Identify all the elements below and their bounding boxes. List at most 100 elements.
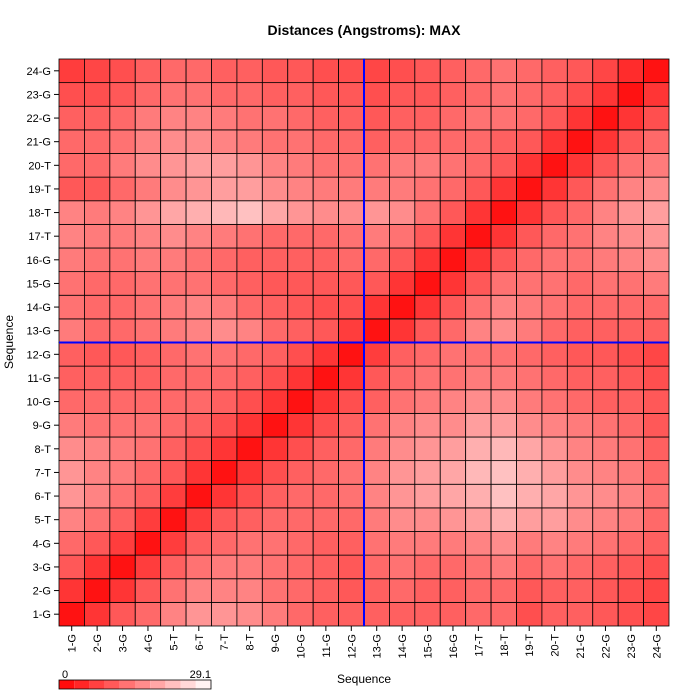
cell-2-G-5-T xyxy=(160,578,187,603)
cell-3-G-2-G xyxy=(84,554,111,580)
cell-3-G-6-T xyxy=(185,554,212,580)
cell-5-T-9-G xyxy=(261,507,289,532)
cell-24-G-5-T xyxy=(160,58,187,84)
cell-21-G-5-T xyxy=(160,129,187,154)
heatmap-cells xyxy=(58,58,670,627)
cell-13-G-10-G xyxy=(287,318,314,343)
cell-14-G-8-T xyxy=(236,294,263,320)
cell-17-T-9-G xyxy=(261,223,289,249)
scale-min-label: 0 xyxy=(62,669,68,681)
cell-11-G-4-G xyxy=(134,365,162,391)
cell-8-T-8-T xyxy=(236,436,263,462)
cell-11-G-8-T xyxy=(236,365,263,391)
cell-12-G-16-G xyxy=(439,342,467,367)
cell-24-G-9-G xyxy=(261,58,289,84)
cell-13-G-3-G xyxy=(109,318,136,343)
cell-4-G-17-T xyxy=(465,531,492,556)
cell-23-G-19-T xyxy=(516,82,543,107)
cell-16-G-13-G xyxy=(363,247,390,273)
x-axis-label: Sequence xyxy=(337,672,391,686)
cell-4-G-9-G xyxy=(261,531,289,556)
cell-18-T-7-T xyxy=(211,200,238,225)
cell-3-G-18-T xyxy=(490,554,517,580)
cell-20-T-1-G xyxy=(58,153,85,178)
cell-16-G-15-G xyxy=(414,247,441,273)
cell-3-G-8-T xyxy=(236,554,263,580)
cell-14-G-3-G xyxy=(109,294,136,320)
y-tick-label-8-T: 8-T xyxy=(35,444,52,456)
cell-1-G-20-T xyxy=(541,601,568,627)
cell-23-G-22-G xyxy=(592,82,619,107)
cell-21-G-14-G xyxy=(389,129,416,154)
cell-21-G-4-G xyxy=(134,129,162,154)
cell-6-T-5-T xyxy=(160,483,187,509)
cell-13-G-5-T xyxy=(160,318,187,343)
cell-11-G-19-T xyxy=(516,365,543,391)
cell-14-G-5-T xyxy=(160,294,187,320)
cell-20-T-6-T xyxy=(185,153,212,178)
cell-9-G-5-T xyxy=(160,412,187,438)
cell-2-G-22-G xyxy=(592,578,619,603)
cell-24-G-20-T xyxy=(541,58,568,84)
cell-23-G-7-T xyxy=(211,82,238,107)
cell-5-T-15-G xyxy=(414,507,441,532)
cell-23-G-8-T xyxy=(236,82,263,107)
cell-22-G-9-G xyxy=(261,105,289,131)
cell-18-T-20-T xyxy=(541,200,568,225)
cell-15-G-23-G xyxy=(617,271,644,296)
cell-20-T-21-G xyxy=(566,153,594,178)
cell-9-G-19-T xyxy=(516,412,543,438)
cell-3-G-12-G xyxy=(338,554,365,580)
cell-17-T-15-G xyxy=(414,223,441,249)
y-tick-label-11-G: 11-G xyxy=(27,373,51,385)
cell-1-G-9-G xyxy=(261,601,289,627)
cell-9-G-11-G xyxy=(312,412,339,438)
cell-7-T-6-T xyxy=(185,460,212,485)
cell-9-G-24-G xyxy=(643,412,670,438)
cell-6-T-3-G xyxy=(109,483,136,509)
cell-10-G-1-G xyxy=(58,389,85,414)
cell-4-G-1-G xyxy=(58,531,85,556)
cell-16-G-8-T xyxy=(236,247,263,273)
cell-21-G-21-G xyxy=(566,129,594,154)
cell-22-G-8-T xyxy=(236,105,263,131)
cell-24-G-21-G xyxy=(566,58,594,84)
cell-20-T-2-G xyxy=(84,153,111,178)
cell-3-G-20-T xyxy=(541,554,568,580)
y-tick-label-20-T: 20-T xyxy=(28,160,51,172)
cell-11-G-14-G xyxy=(389,365,416,391)
cell-22-G-14-G xyxy=(389,105,416,131)
cell-13-G-7-T xyxy=(211,318,238,343)
cell-10-G-6-T xyxy=(185,389,212,414)
cell-16-G-12-G xyxy=(338,247,365,273)
cell-8-T-17-T xyxy=(465,436,492,462)
cell-10-G-18-T xyxy=(490,389,517,414)
cell-16-G-18-T xyxy=(490,247,517,273)
cell-12-G-24-G xyxy=(643,342,670,367)
cell-21-G-23-G xyxy=(617,129,644,154)
cell-14-G-15-G xyxy=(414,294,441,320)
cell-5-T-24-G xyxy=(643,507,670,532)
cell-12-G-4-G xyxy=(134,342,162,367)
cell-20-T-13-G xyxy=(363,153,390,178)
cell-20-T-14-G xyxy=(389,153,416,178)
cell-1-G-4-G xyxy=(134,601,162,627)
x-tick-label-19-T: 19-T xyxy=(524,634,536,657)
cell-11-G-12-G xyxy=(338,365,365,391)
cell-6-T-15-G xyxy=(414,483,441,509)
cell-18-T-11-G xyxy=(312,200,339,225)
cell-23-G-4-G xyxy=(134,82,162,107)
cell-9-G-8-T xyxy=(236,412,263,438)
y-tick-label-17-T: 17-T xyxy=(28,231,51,243)
cell-11-G-18-T xyxy=(490,365,517,391)
cell-4-G-16-G xyxy=(439,531,467,556)
cell-22-G-4-G xyxy=(134,105,162,131)
cell-10-G-3-G xyxy=(109,389,136,414)
cell-20-T-17-T xyxy=(465,153,492,178)
cell-21-G-10-G xyxy=(287,129,314,154)
cell-6-T-22-G xyxy=(592,483,619,509)
cell-8-T-10-G xyxy=(287,436,314,462)
cell-6-T-14-G xyxy=(389,483,416,509)
cell-19-T-3-G xyxy=(109,176,136,202)
x-tick-label-16-G: 16-G xyxy=(448,634,460,658)
